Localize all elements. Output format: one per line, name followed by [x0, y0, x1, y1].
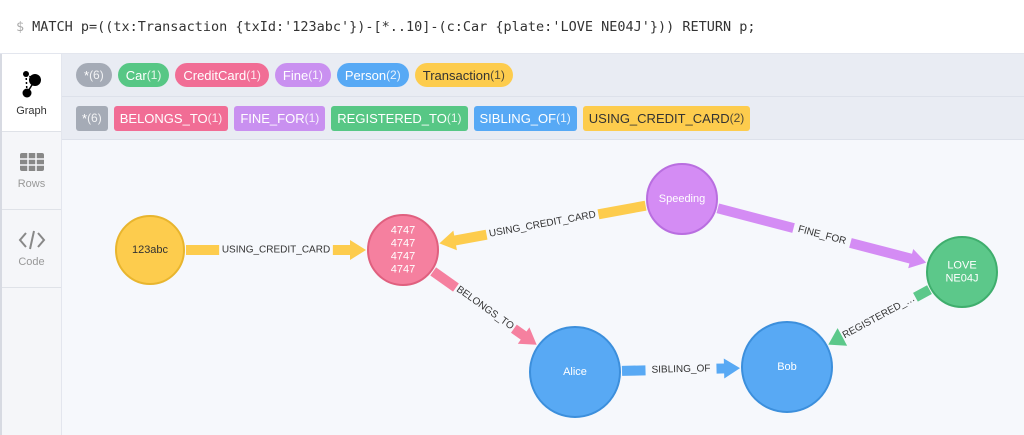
node-fine[interactable]: Speeding — [646, 163, 718, 235]
pill-name: CreditCard — [183, 67, 247, 83]
rel-type-pill-registered_to[interactable]: REGISTERED_TO (1) — [331, 105, 468, 131]
pill-count: (2) — [729, 111, 745, 125]
pill-name: * — [82, 110, 88, 126]
sidebar-item-label: Graph — [16, 104, 47, 117]
pill-name: USING_CREDIT_CARD — [588, 110, 730, 126]
pill-name: * — [84, 67, 90, 83]
pill-count: (1) — [304, 111, 320, 125]
pill-count: (1) — [446, 111, 462, 125]
pill-count: (6) — [89, 68, 104, 82]
node-caption: 4747 — [391, 225, 415, 237]
pill-count: (1) — [556, 111, 571, 125]
sidebar-item-label: Code — [18, 255, 45, 268]
pill-count: (1) — [490, 68, 505, 82]
node-label-pill-all[interactable]: * (6) — [76, 63, 112, 87]
result-panel: * (6) Car (1) CreditCard (1) Fine (1) Person (2) T… — [62, 54, 1024, 435]
relationship-label: USING_CREDIT_CARD — [222, 245, 330, 256]
pill-name: Fine — [282, 67, 309, 83]
node-caption: 123abc — [132, 244, 169, 256]
pill-name: Car — [125, 67, 147, 83]
view-sidebar: Graph Rows Code — [0, 54, 62, 435]
node-label-pill-car[interactable]: Car (1) — [117, 63, 170, 87]
node-caption: 4747 — [391, 251, 415, 263]
pill-count: (6) — [87, 111, 102, 125]
node-caption: 4747 — [391, 238, 415, 250]
pill-count: (1) — [207, 111, 223, 125]
pill-count: (1) — [308, 68, 323, 82]
relationship-label: REGISTERED_… — [841, 293, 917, 341]
query-bar[interactable]: $ MATCH p=((tx:Transaction {txId:'123abc… — [0, 0, 1024, 54]
node-caption: Alice — [563, 366, 587, 378]
rel-type-pill-fine_for[interactable]: FINE_FOR (1) — [234, 105, 326, 131]
node-alice[interactable]: Alice — [529, 326, 621, 418]
pill-name: Transaction — [422, 67, 491, 83]
pill-name: SIBLING_OF — [479, 110, 557, 126]
rel-type-pill-belongs_to[interactable]: BELONGS_TO (1) — [113, 105, 229, 131]
node-label-pill-fine[interactable]: Fine (1) — [274, 63, 331, 87]
node-tx[interactable]: 123abc — [115, 215, 185, 285]
node-labels-row: * (6) Car (1) CreditCard (1) Fine (1) Person (2) T… — [62, 54, 1024, 97]
rel-type-pill-sibling_of[interactable]: SIBLING_OF (1) — [473, 105, 577, 131]
pill-count: (1) — [246, 68, 261, 82]
pill-count: (1) — [146, 68, 162, 82]
graph-canvas[interactable]: USING_CREDIT_CARD USING_CREDIT_CARD FINE_F… — [62, 54, 1024, 435]
query-text: MATCH p=((tx:Transaction {txId:'123abc'}… — [32, 18, 756, 35]
relationship-using_credit_card[interactable]: USING_CREDIT_CARD — [438, 196, 648, 253]
table-icon — [19, 152, 44, 171]
sidebar-item-graph[interactable]: Graph — [2, 54, 61, 132]
node-caption: Bob — [777, 361, 797, 373]
rel-type-pill-using_credit_card[interactable]: USING_CREDIT_CARD (2) — [582, 105, 751, 131]
sidebar-item-label: Rows — [17, 177, 46, 190]
node-caption: LOVE — [947, 260, 976, 272]
relationship-label: FINE_FOR — [797, 224, 848, 247]
rel-type-pill-all[interactable]: * (6) — [76, 105, 108, 131]
node-bob[interactable]: Bob — [741, 321, 833, 413]
relationship-label: USING_CREDIT_CARD — [488, 209, 597, 239]
node-label-pill-person[interactable]: Person (2) — [336, 63, 409, 87]
relationship-belongs_to[interactable]: BELONGS_TO — [427, 263, 542, 353]
relationship-label: BELONGS_TO — [454, 284, 516, 332]
relationship-sibling_of[interactable]: SIBLING_OF — [621, 358, 741, 381]
pill-name: FINE_FOR — [240, 110, 305, 126]
node-label-pill-creditcard[interactable]: CreditCard (1) — [175, 63, 269, 87]
pill-name: BELONGS_TO — [119, 110, 208, 126]
node-label-pill-transaction[interactable]: Transaction (1) — [414, 63, 513, 87]
graph-icon — [22, 70, 41, 97]
code-icon — [18, 230, 45, 249]
pill-name: Person — [344, 67, 387, 83]
relationship-using_credit_card[interactable]: USING_CREDIT_CARD — [186, 240, 366, 260]
relationship-registered_[interactable]: REGISTERED_… — [824, 281, 935, 354]
node-caption: Speeding — [659, 193, 706, 205]
sidebar-item-rows[interactable]: Rows — [2, 132, 61, 210]
node-caption: NE04J — [945, 273, 978, 285]
pill-name: REGISTERED_TO — [337, 110, 447, 126]
relationship-fine_for[interactable]: FINE_FOR — [715, 199, 928, 273]
relationship-label: SIBLING_OF — [651, 363, 710, 375]
prompt-symbol: $ — [16, 18, 25, 35]
pill-count: (2) — [386, 68, 401, 82]
node-caption: 4747 — [391, 264, 415, 276]
sidebar-item-code[interactable]: Code — [2, 210, 61, 288]
relationship-types-row: * (6) BELONGS_TO (1) FINE_FOR (1) REGISTERED_T… — [62, 97, 1024, 140]
